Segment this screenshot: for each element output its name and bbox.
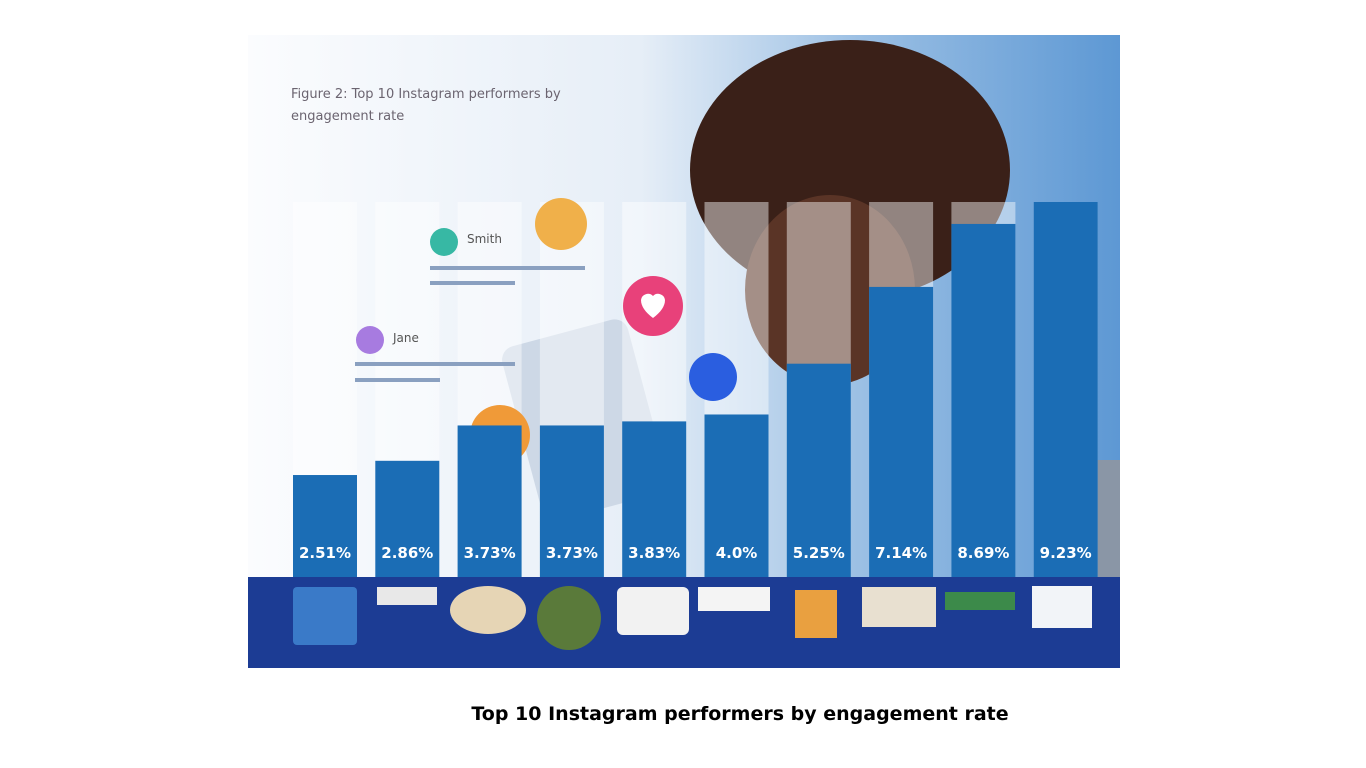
value-label: 7.14% bbox=[875, 544, 927, 562]
logos bbox=[293, 586, 1092, 650]
logo bbox=[377, 587, 437, 605]
comment-line bbox=[430, 281, 515, 285]
bar bbox=[293, 475, 357, 577]
comment-line bbox=[430, 266, 585, 270]
avatar bbox=[430, 228, 458, 256]
logo bbox=[537, 586, 601, 650]
logo bbox=[617, 587, 689, 635]
value-label: 3.83% bbox=[628, 544, 680, 562]
heart bbox=[641, 293, 665, 318]
logo bbox=[795, 590, 837, 638]
annotation: Jane bbox=[392, 331, 419, 345]
wow-emoji bbox=[535, 198, 587, 250]
value-label: 2.86% bbox=[381, 544, 433, 562]
logo bbox=[698, 587, 770, 611]
value-label: 2.51% bbox=[299, 544, 351, 562]
logo bbox=[1032, 586, 1092, 628]
logo bbox=[450, 586, 526, 634]
like-emoji bbox=[689, 353, 737, 401]
bar bbox=[869, 286, 934, 577]
value-label: 3.73% bbox=[546, 544, 598, 562]
bar bbox=[539, 425, 604, 577]
bar bbox=[375, 460, 440, 577]
bar bbox=[1033, 202, 1098, 577]
value-label: 4.0% bbox=[716, 544, 758, 562]
bar bbox=[786, 363, 851, 577]
value-label: 8.69% bbox=[957, 544, 1009, 562]
logo bbox=[293, 587, 357, 645]
annotation: Smith bbox=[467, 232, 502, 246]
caption: Top 10 Instagram performers by engagemen… bbox=[471, 703, 1009, 725]
logo bbox=[945, 592, 1015, 610]
avatar bbox=[356, 326, 384, 354]
value-label: 3.73% bbox=[464, 544, 516, 562]
bar bbox=[704, 414, 769, 577]
bar bbox=[951, 223, 1016, 577]
figure-title: Figure 2: Top 10 Instagram performers by… bbox=[291, 87, 561, 124]
bar bbox=[457, 425, 522, 577]
comment-line bbox=[355, 362, 515, 366]
value-label: 9.23% bbox=[1040, 544, 1092, 562]
comment-line bbox=[355, 378, 440, 382]
bar bbox=[622, 421, 687, 577]
logo bbox=[862, 587, 936, 627]
value-label: 5.25% bbox=[793, 544, 845, 562]
